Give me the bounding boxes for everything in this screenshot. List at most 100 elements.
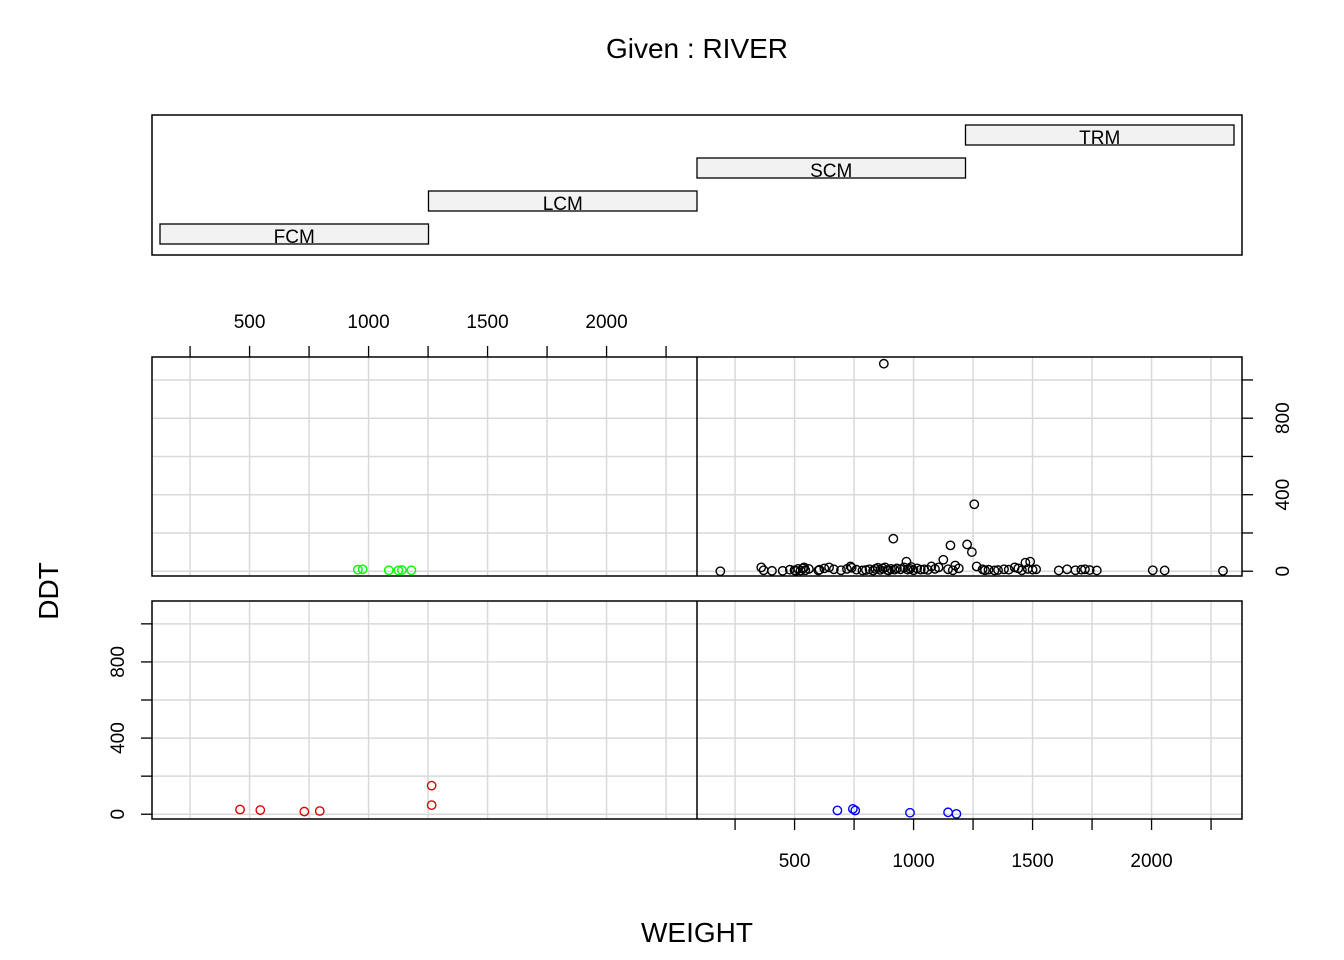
data-point — [255, 805, 266, 815]
x-tick-label: 500 — [779, 851, 811, 872]
data-point — [966, 547, 977, 557]
data-point — [933, 562, 944, 573]
given-panel-frame — [151, 114, 1243, 256]
panel-lcm — [152, 357, 697, 576]
y-tick-label: 0 — [1273, 566, 1294, 577]
given-interval-bar — [964, 124, 1235, 146]
y-tick-label: 0 — [108, 809, 129, 820]
data-point — [969, 499, 980, 510]
data-point — [1218, 565, 1228, 576]
given-level-label: SCM — [810, 161, 852, 182]
data-point — [1091, 565, 1102, 576]
data-point — [1062, 564, 1072, 575]
data-point — [832, 805, 843, 816]
data-point — [886, 564, 896, 574]
data-point — [235, 804, 245, 815]
data-point — [824, 562, 834, 573]
data-point — [983, 564, 994, 575]
scatter-panels — [151, 356, 1243, 820]
data-point — [352, 564, 363, 575]
chart-title: Given : RIVER — [606, 33, 788, 64]
data-point — [938, 554, 949, 565]
x-tick-label: 1000 — [892, 851, 934, 872]
data-point — [406, 565, 417, 576]
data-point — [1080, 564, 1090, 575]
data-point — [999, 564, 1009, 575]
data-point — [847, 804, 858, 814]
panel-fcm — [152, 601, 697, 819]
data-point — [836, 565, 846, 576]
data-point — [1003, 564, 1014, 575]
data-point — [819, 563, 830, 574]
data-point — [793, 564, 804, 574]
data-point — [357, 564, 368, 575]
data-point — [1070, 565, 1081, 576]
data-point — [947, 565, 958, 576]
data-point — [851, 564, 862, 575]
given-interval-bar — [159, 223, 430, 245]
given-level-label: FCM — [274, 227, 315, 248]
x-tick-label: 1500 — [466, 312, 508, 333]
data-point — [1147, 565, 1158, 576]
data-point — [426, 780, 437, 791]
data-point — [962, 539, 973, 550]
x-tick-label: 2000 — [1130, 851, 1172, 872]
data-point — [1016, 565, 1027, 576]
data-point — [314, 806, 325, 816]
data-point — [951, 808, 962, 819]
data-point — [980, 565, 990, 576]
data-point — [953, 563, 964, 574]
data-point — [767, 565, 777, 576]
data-point — [989, 565, 1000, 576]
data-point — [1027, 564, 1038, 575]
data-point — [861, 565, 871, 575]
x-tick-label: 1500 — [1011, 851, 1053, 872]
data-point — [888, 533, 899, 544]
data-point — [798, 563, 808, 574]
x-tick-label: 500 — [234, 312, 266, 333]
data-point — [814, 564, 825, 575]
data-point — [396, 565, 407, 575]
given-panel: FCM LCM SCM TRM — [151, 114, 1243, 256]
panel-scm — [697, 601, 1242, 819]
data-point — [1084, 565, 1095, 575]
data-point — [905, 807, 915, 818]
given-level-label: LCM — [543, 194, 583, 215]
y-axis-label: DDT — [33, 562, 64, 620]
panel-trm — [697, 357, 1242, 577]
data-point — [872, 562, 883, 573]
data-point — [777, 565, 788, 576]
x-tick-label: 1000 — [347, 312, 389, 333]
y-tick-label: 800 — [1273, 402, 1294, 434]
data-point — [426, 800, 437, 811]
data-point — [943, 807, 953, 818]
data-point — [393, 565, 404, 576]
given-level-label: TRM — [1079, 128, 1120, 149]
data-point — [945, 540, 956, 551]
data-point — [868, 565, 879, 576]
data-point — [878, 358, 889, 369]
y-tick-label: 800 — [108, 646, 129, 678]
given-interval-bar — [427, 190, 698, 212]
data-point — [803, 564, 814, 574]
data-point — [756, 562, 767, 573]
x-tick-label: 2000 — [585, 312, 627, 333]
data-point — [993, 565, 1003, 575]
data-point — [850, 805, 861, 816]
data-point — [915, 564, 926, 575]
data-point — [857, 565, 868, 576]
data-point — [299, 806, 310, 817]
data-point — [828, 564, 839, 575]
x-axis-label: WEIGHT — [641, 917, 753, 948]
y-tick-label: 400 — [1273, 479, 1294, 511]
given-interval-bar — [696, 157, 967, 179]
data-point — [1053, 565, 1064, 576]
data-point — [1020, 557, 1031, 568]
data-point — [1031, 564, 1042, 575]
data-point — [383, 565, 394, 576]
data-point — [846, 562, 857, 573]
y-tick-label: 400 — [108, 722, 129, 754]
data-point — [1159, 565, 1170, 576]
data-point — [971, 561, 982, 572]
